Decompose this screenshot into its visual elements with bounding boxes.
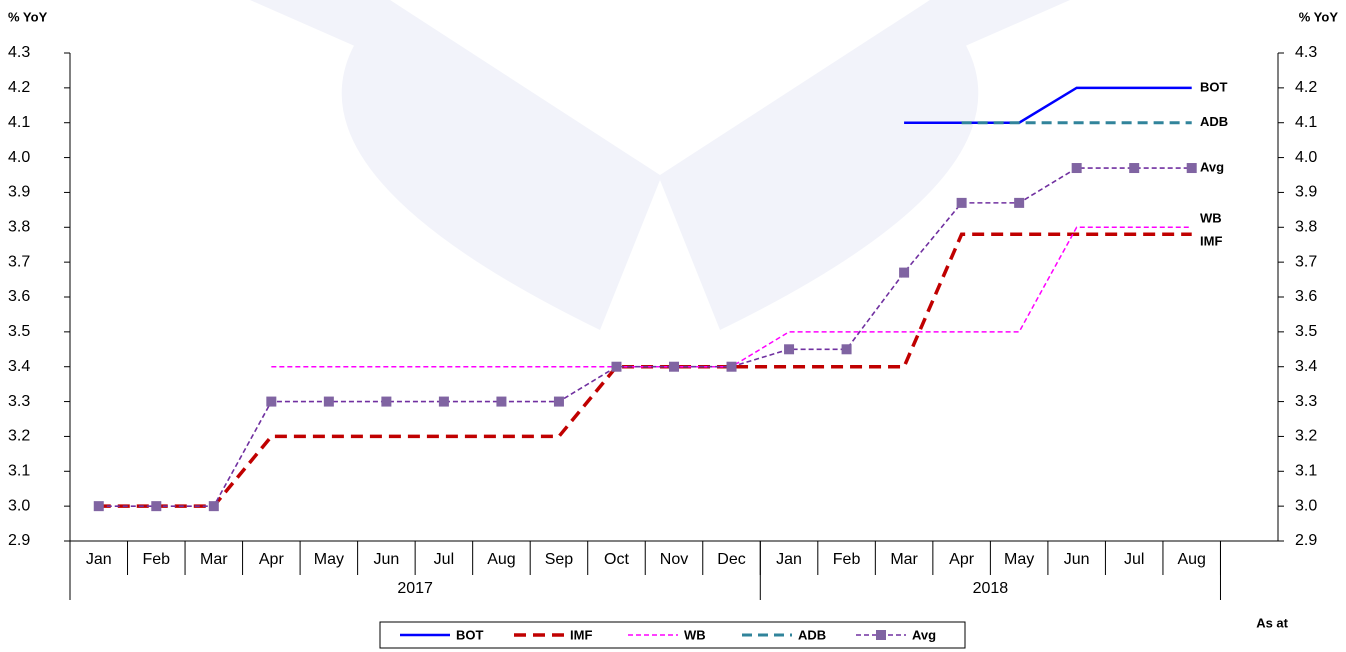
y-tick-label: 3.7 xyxy=(1295,253,1317,270)
y-tick-label: 3.3 xyxy=(8,393,30,410)
marker xyxy=(611,362,621,372)
y-tick-label: 3.5 xyxy=(8,323,30,340)
marker xyxy=(324,397,334,407)
x-tick-label: Feb xyxy=(833,551,861,568)
x-tick-label: Nov xyxy=(660,551,688,568)
series-end-label: Avg xyxy=(1200,159,1224,174)
y-tick-label: 3.8 xyxy=(8,219,30,236)
y-tick-label: 3.0 xyxy=(1295,497,1317,514)
x-tick-label: May xyxy=(314,551,344,568)
x-tick-label: Aug xyxy=(1177,551,1205,568)
y-tick-label: 2.9 xyxy=(8,532,30,549)
chart: % YoY % YoY As at 2.9 2.9 3.0 3.0 3.1 3.1 3.2 3… xyxy=(0,0,1346,652)
x-tick-label: Jan xyxy=(86,551,112,568)
marker xyxy=(554,397,564,407)
y-tick-label: 3.5 xyxy=(1295,323,1317,340)
marker xyxy=(266,397,276,407)
x-tick-label: Mar xyxy=(890,551,918,568)
y-tick-label: 3.2 xyxy=(8,428,30,445)
y-tick-label: 4.3 xyxy=(1295,44,1317,61)
x-tick-label: Feb xyxy=(142,551,170,568)
y-tick-label: 3.9 xyxy=(1295,184,1317,201)
marker xyxy=(1187,163,1197,173)
marker xyxy=(439,397,449,407)
legend-marker xyxy=(876,630,886,640)
y-tick-label: 3.2 xyxy=(1295,428,1317,445)
x-tick-label: Oct xyxy=(604,551,629,568)
marker xyxy=(1072,163,1082,173)
marker xyxy=(1014,198,1024,208)
note: As at xyxy=(1256,615,1288,630)
marker xyxy=(209,501,219,511)
y-tick-label: 3.4 xyxy=(8,358,30,375)
x-tick-label: Jan xyxy=(776,551,802,568)
y-tick-label: 4.2 xyxy=(1295,79,1317,96)
legend-label: Avg xyxy=(912,627,936,642)
marker xyxy=(727,362,737,372)
y-tick-label: 4.0 xyxy=(8,149,30,166)
x-tick-label: Jun xyxy=(373,551,399,568)
y-tick-label: 4.3 xyxy=(8,44,30,61)
marker xyxy=(496,397,506,407)
series-end-label: ADB xyxy=(1200,114,1228,129)
y-tick-label: 3.4 xyxy=(1295,358,1317,375)
legend-label: WB xyxy=(684,627,706,642)
x-tick-label: Apr xyxy=(949,551,975,568)
series-line xyxy=(99,234,1192,506)
series-end-label: IMF xyxy=(1200,234,1222,249)
watermark xyxy=(342,0,979,330)
y-tick-label: 3.6 xyxy=(1295,288,1317,305)
marker xyxy=(784,344,794,354)
x-tick-label: Dec xyxy=(717,551,745,568)
y-tick-label: 3.6 xyxy=(8,288,30,305)
marker xyxy=(899,268,909,278)
x-tick-label: Aug xyxy=(487,551,515,568)
marker xyxy=(957,198,967,208)
series-end-label: WB xyxy=(1200,211,1222,226)
x-tick-label: Jul xyxy=(434,551,454,568)
y-tick-label: 2.9 xyxy=(1295,532,1317,549)
x-tick-label: Sep xyxy=(545,551,574,568)
y-tick-label: 3.3 xyxy=(1295,393,1317,410)
x-tick-label: Jun xyxy=(1064,551,1090,568)
y-tick-label: 3.9 xyxy=(8,184,30,201)
x-tick-label: Apr xyxy=(259,551,285,568)
series-end-label: BOT xyxy=(1200,79,1228,94)
y-tick-label: 3.1 xyxy=(1295,463,1317,480)
y-tick-label: 3.8 xyxy=(1295,219,1317,236)
y-tick-label: 4.0 xyxy=(1295,149,1317,166)
marker xyxy=(669,362,679,372)
legend-label: ADB xyxy=(798,627,826,642)
x-tick-label: May xyxy=(1004,551,1034,568)
legend-label: BOT xyxy=(456,627,484,642)
marker xyxy=(94,501,104,511)
x-tick-label: Mar xyxy=(200,551,228,568)
y-tick-label: 3.1 xyxy=(8,463,30,480)
x-group-label: 2017 xyxy=(397,580,433,597)
y-axis-title: % YoY xyxy=(1299,9,1339,24)
marker xyxy=(381,397,391,407)
y-tick-label: 3.7 xyxy=(8,253,30,270)
y-tick-label: 4.2 xyxy=(8,79,30,96)
marker xyxy=(151,501,161,511)
legend-label: IMF xyxy=(570,627,592,642)
y-tick-label: 3.0 xyxy=(8,497,30,514)
series-line xyxy=(99,168,1192,506)
x-tick-label: Jul xyxy=(1124,551,1144,568)
y-tick-label: 4.1 xyxy=(8,114,30,131)
y-axis-title: % YoY xyxy=(8,9,48,24)
x-group-label: 2018 xyxy=(973,580,1009,597)
y-tick-label: 4.1 xyxy=(1295,114,1317,131)
marker xyxy=(842,344,852,354)
marker xyxy=(1129,163,1139,173)
